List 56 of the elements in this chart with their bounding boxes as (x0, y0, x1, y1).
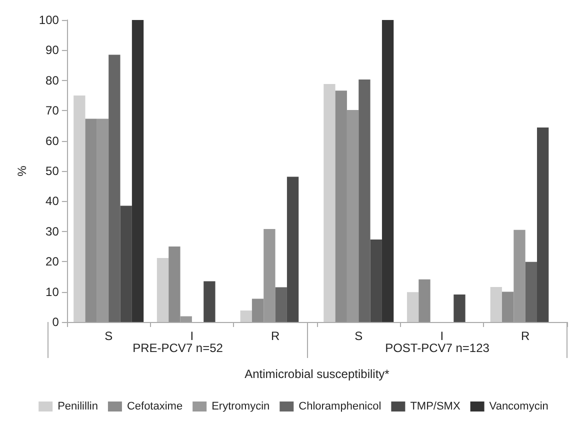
legend-label: Cefotaxime (126, 400, 183, 412)
bar (168, 246, 180, 322)
y-tick-label: 100 (38, 13, 60, 27)
y-axis-title: % (15, 165, 29, 176)
bar (156, 258, 169, 322)
bar (358, 79, 370, 322)
legend-label: Penilillin (58, 400, 98, 412)
y-tick-label: 10 (46, 284, 60, 299)
text: POST-PCV7 n=123 (385, 341, 490, 355)
bar (204, 281, 216, 322)
bar (96, 118, 109, 322)
bar (514, 230, 526, 322)
bar (536, 128, 549, 322)
bar (525, 262, 537, 322)
bar (406, 292, 419, 322)
bar (120, 206, 132, 322)
bar (382, 20, 394, 322)
bar (85, 118, 97, 322)
y-tick-label: 0 (52, 315, 60, 329)
bar (502, 292, 514, 322)
y-tick-label: 80 (46, 73, 60, 88)
bar (335, 90, 347, 322)
bar (454, 294, 466, 322)
y-tick-label: 30 (46, 224, 60, 238)
y-tick-label: 70 (46, 104, 60, 118)
y-tick-label: 40 (46, 194, 60, 208)
legend-label: Vancomycin (489, 400, 548, 412)
legend-label: Chloramphenicol (298, 400, 382, 412)
bar (275, 287, 287, 322)
bar (324, 84, 336, 322)
y-tick-label: 50 (46, 164, 60, 178)
x-tick-label: I (190, 329, 194, 343)
bar (180, 316, 192, 322)
x-tick-label: R (270, 329, 280, 343)
bar (264, 228, 276, 322)
x-axis-title: Antimicrobial susceptibility* (244, 367, 390, 381)
bar (490, 286, 502, 322)
bar (240, 310, 252, 322)
bar (74, 96, 86, 322)
bar (370, 240, 382, 322)
y-tick-label: 20 (46, 254, 60, 269)
x-tick-label: I (440, 329, 444, 343)
legend-label: TMP/SMX (410, 400, 461, 412)
text: PRE-PCV7 n=52 (132, 341, 224, 355)
x-tick-label: S (354, 329, 363, 343)
y-tick-label: 60 (46, 134, 60, 148)
y-tick-label: 90 (46, 43, 60, 58)
bar (108, 54, 120, 322)
x-tick-label: S (104, 329, 113, 343)
bar (132, 20, 144, 322)
bar (418, 279, 430, 322)
bar (346, 110, 359, 322)
x-tick-label: R (520, 329, 530, 343)
bar (252, 298, 264, 322)
legend-label: Erytromycin (212, 400, 270, 412)
bar (286, 176, 299, 322)
